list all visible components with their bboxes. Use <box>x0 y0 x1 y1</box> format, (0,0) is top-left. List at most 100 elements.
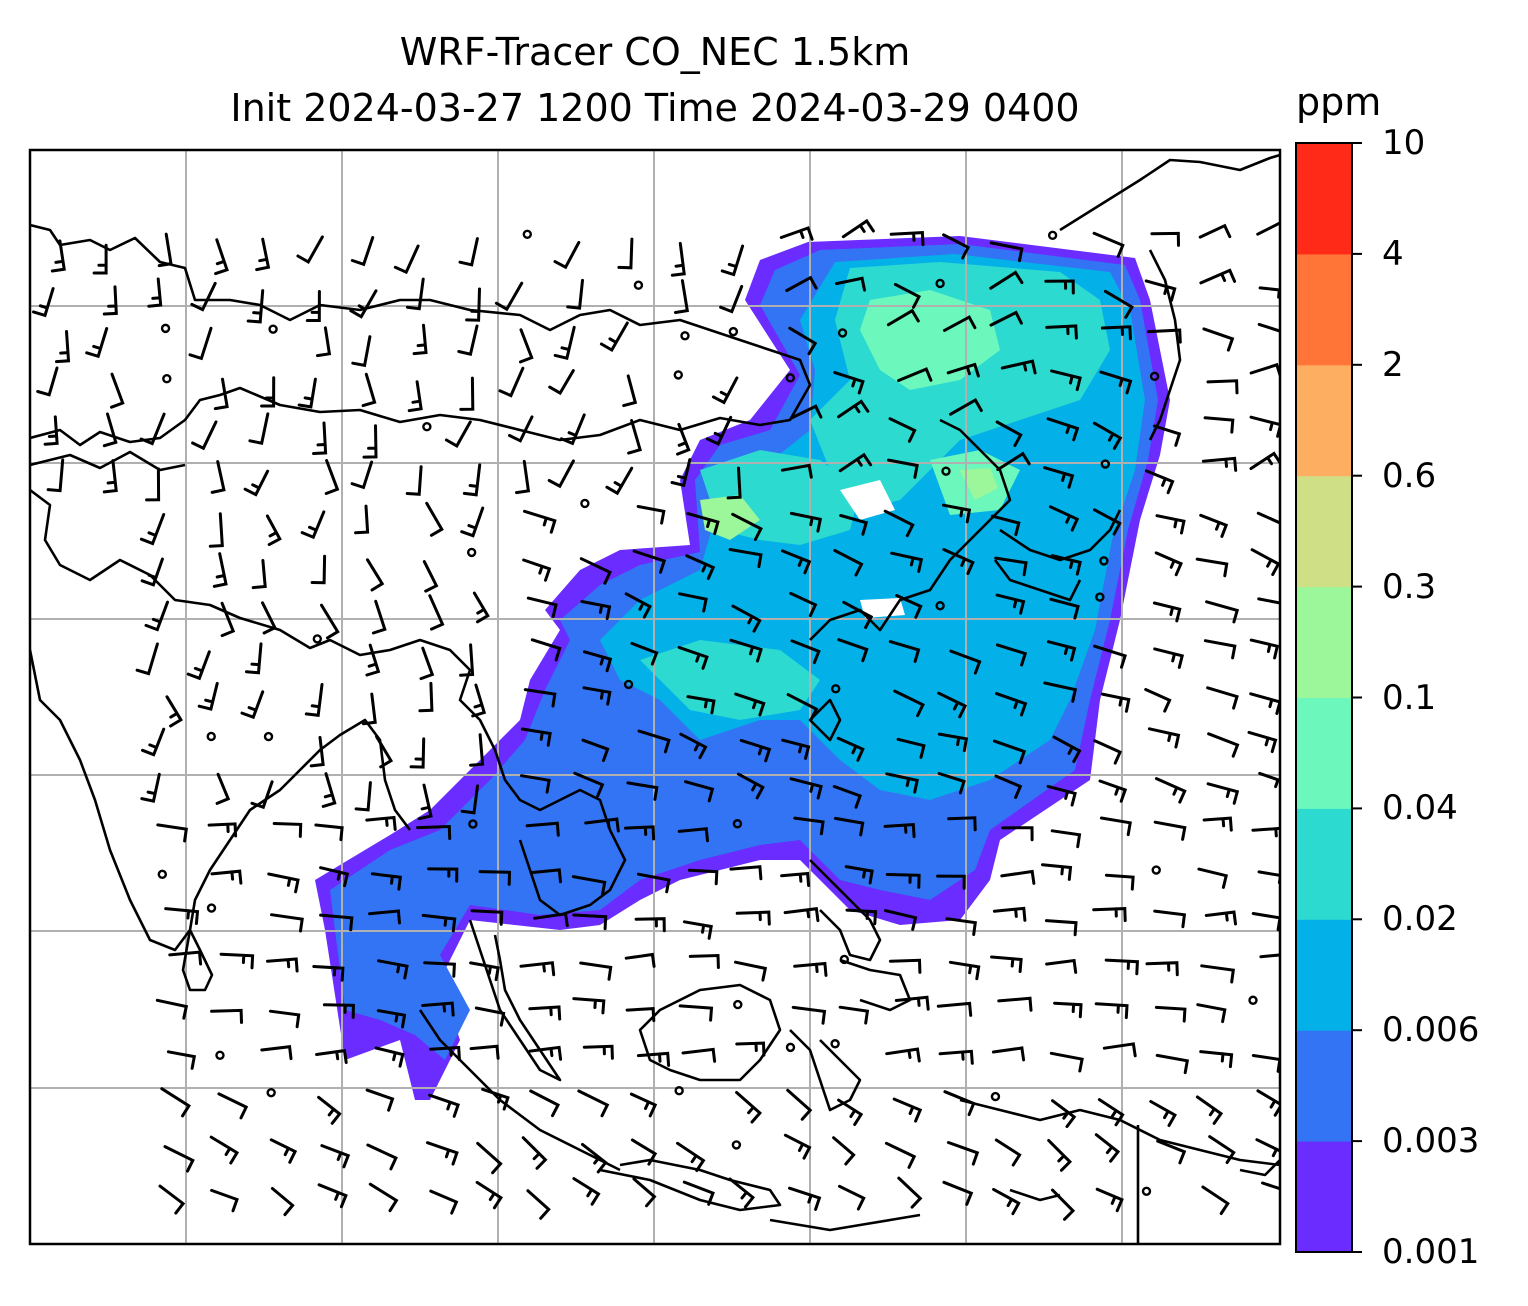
wind-barb <box>1197 867 1229 889</box>
gridlines <box>30 150 1280 1244</box>
wind-barb <box>945 917 977 936</box>
wind-barb <box>632 549 667 574</box>
wind-barb <box>729 865 763 881</box>
colorbar-band <box>1296 697 1352 809</box>
wind-barb <box>995 593 1026 615</box>
wind-barb <box>734 960 768 982</box>
wind-barb <box>990 514 1021 537</box>
wind-barb <box>1259 953 1280 959</box>
calm-wind-marker <box>1047 230 1058 241</box>
wind-barb <box>212 552 228 588</box>
wind-barb <box>475 1180 503 1210</box>
wind-barb <box>1256 511 1280 538</box>
wind-barb <box>731 512 763 541</box>
calm-wind-marker <box>935 278 945 289</box>
wind-barb <box>423 961 456 978</box>
wind-barb <box>832 785 863 809</box>
wind-barb <box>460 784 479 815</box>
wind-barb <box>1155 777 1187 804</box>
wind-barb <box>1092 421 1123 450</box>
wind-barb <box>429 1045 461 1061</box>
wind-barb <box>261 601 277 635</box>
wind-barb <box>310 554 327 585</box>
wind-barb <box>243 469 270 497</box>
wind-barb <box>428 1093 461 1118</box>
wind-barb <box>548 369 575 396</box>
wind-barb <box>942 503 972 524</box>
calm-wind-marker <box>935 601 945 611</box>
wind-barb <box>158 1184 186 1215</box>
wind-barb <box>526 596 558 618</box>
wind-barb <box>377 959 409 980</box>
wind-barb <box>374 1046 405 1068</box>
wind-barb <box>943 1090 976 1117</box>
wind-barb <box>991 1046 1026 1062</box>
wind-barb <box>937 732 969 753</box>
wind-barb <box>636 505 666 525</box>
wind-barb <box>1249 451 1280 470</box>
wind-barb <box>1099 816 1132 837</box>
wind-barb <box>1041 863 1073 881</box>
colorbar <box>1296 142 1362 1253</box>
wind-barb <box>1001 826 1034 842</box>
wind-barb <box>624 825 656 841</box>
calm-wind-marker <box>731 1140 742 1150</box>
wind-barb <box>521 1136 548 1170</box>
wind-barb <box>793 961 828 977</box>
colorbar-frame <box>1295 142 1353 1253</box>
wind-barb <box>1047 1139 1073 1172</box>
wind-barb <box>1257 597 1280 605</box>
calm-wind-marker <box>990 1091 1001 1102</box>
calm-wind-marker <box>633 280 644 290</box>
calm-wind-marker <box>673 370 683 380</box>
wind-barb <box>833 549 864 577</box>
wind-barb <box>636 1051 671 1067</box>
wind-barb <box>474 1006 506 1027</box>
wind-barb <box>416 824 452 840</box>
wind-barb <box>267 872 300 894</box>
wind-barb <box>835 276 866 292</box>
calm-wind-marker <box>839 954 850 965</box>
wind-barb <box>240 690 265 720</box>
wind-barb <box>886 308 920 327</box>
wind-barb <box>885 873 921 889</box>
wind-barb <box>260 1045 293 1061</box>
calm-wind-marker <box>728 326 739 337</box>
colorbar-tick-label: 0.003 <box>1382 1121 1480 1162</box>
wind-barb <box>989 270 1024 290</box>
wind-barb <box>992 906 1027 922</box>
wind-barb <box>992 1187 1021 1216</box>
wind-barb <box>255 237 271 272</box>
wind-barb <box>893 282 922 309</box>
wind-barb <box>842 600 874 629</box>
colorbar-band <box>1296 143 1352 255</box>
wind-barb <box>630 641 659 666</box>
wind-barb <box>994 774 1023 799</box>
wind-barb <box>459 643 475 677</box>
wind-barb <box>670 458 692 488</box>
wind-barb <box>304 683 324 717</box>
wind-barb <box>1104 958 1139 976</box>
calm-wind-marker <box>268 324 278 334</box>
wind-barb <box>1099 370 1133 395</box>
wind-barb <box>164 907 200 925</box>
wind-barb <box>581 1142 608 1174</box>
wind-barb <box>272 822 303 838</box>
wind-barb <box>1153 424 1182 447</box>
wind-barb <box>188 326 213 361</box>
wind-barb <box>573 771 605 798</box>
colorbar-tick-label: 0.6 <box>1382 455 1437 496</box>
wind-barb <box>321 772 337 808</box>
wind-barb <box>1255 1138 1280 1166</box>
wind-barb <box>469 1044 500 1060</box>
wind-barb <box>207 822 238 838</box>
wind-barb <box>1093 644 1127 669</box>
wind-barb <box>1251 912 1280 932</box>
wind-barb <box>547 459 575 489</box>
tracer-level-002-c <box>640 640 820 720</box>
wind-barb <box>632 1177 657 1208</box>
wind-barb <box>1249 638 1280 660</box>
wind-barb <box>405 277 425 311</box>
wind-barb <box>1046 784 1077 807</box>
calm-wind-marker <box>215 1050 225 1060</box>
